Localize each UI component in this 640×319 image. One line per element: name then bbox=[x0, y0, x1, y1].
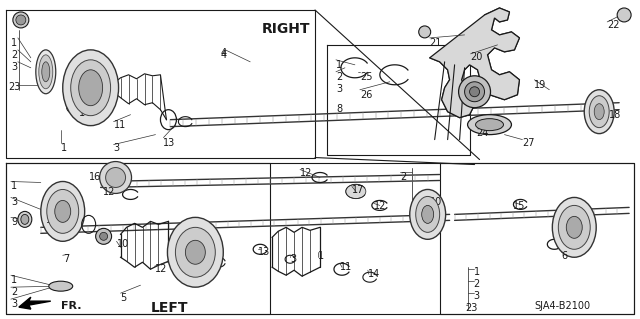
Text: 1: 1 bbox=[11, 182, 17, 191]
Ellipse shape bbox=[100, 232, 108, 240]
Text: 23: 23 bbox=[8, 82, 20, 92]
Text: RIGHT: RIGHT bbox=[262, 22, 310, 36]
Ellipse shape bbox=[106, 167, 125, 188]
Text: 14: 14 bbox=[368, 269, 380, 279]
Text: 11: 11 bbox=[113, 120, 126, 130]
Text: 4: 4 bbox=[220, 48, 227, 58]
Text: 22: 22 bbox=[607, 20, 620, 30]
Text: 13: 13 bbox=[258, 247, 271, 257]
Text: SJA4-B2100: SJA4-B2100 bbox=[534, 301, 591, 311]
Ellipse shape bbox=[422, 205, 434, 223]
Ellipse shape bbox=[39, 55, 52, 89]
Ellipse shape bbox=[175, 227, 215, 277]
Text: 5: 5 bbox=[120, 293, 127, 303]
Ellipse shape bbox=[468, 115, 511, 135]
Text: 10: 10 bbox=[429, 197, 442, 207]
Ellipse shape bbox=[459, 76, 490, 108]
Text: 1: 1 bbox=[11, 38, 17, 48]
Text: 3: 3 bbox=[11, 197, 17, 207]
Ellipse shape bbox=[168, 217, 223, 287]
Ellipse shape bbox=[566, 216, 582, 238]
Ellipse shape bbox=[594, 104, 604, 120]
Text: 3: 3 bbox=[474, 291, 480, 301]
Text: 8: 8 bbox=[336, 104, 342, 114]
Ellipse shape bbox=[419, 26, 431, 38]
Text: 1: 1 bbox=[11, 275, 17, 285]
Text: 2: 2 bbox=[11, 287, 17, 297]
Text: 3: 3 bbox=[113, 143, 120, 152]
Text: 3: 3 bbox=[11, 62, 17, 72]
Ellipse shape bbox=[100, 161, 132, 193]
Text: 12: 12 bbox=[374, 201, 386, 211]
Ellipse shape bbox=[36, 50, 56, 94]
Text: 25: 25 bbox=[360, 72, 372, 82]
Ellipse shape bbox=[13, 12, 29, 28]
Ellipse shape bbox=[95, 228, 111, 244]
Text: 1: 1 bbox=[474, 267, 480, 277]
Ellipse shape bbox=[617, 8, 631, 22]
Ellipse shape bbox=[21, 214, 29, 224]
Text: 2: 2 bbox=[474, 279, 480, 289]
Ellipse shape bbox=[70, 60, 111, 116]
Text: 12: 12 bbox=[300, 167, 312, 177]
Text: 1: 1 bbox=[336, 60, 342, 70]
Ellipse shape bbox=[47, 189, 79, 233]
Text: 1: 1 bbox=[318, 251, 324, 261]
Ellipse shape bbox=[410, 189, 445, 239]
Text: 2: 2 bbox=[400, 172, 406, 182]
Ellipse shape bbox=[63, 50, 118, 126]
Ellipse shape bbox=[42, 62, 50, 82]
Ellipse shape bbox=[552, 197, 596, 257]
Text: 4: 4 bbox=[220, 50, 227, 60]
Ellipse shape bbox=[79, 70, 102, 106]
Text: 15: 15 bbox=[513, 201, 526, 211]
Ellipse shape bbox=[18, 211, 32, 227]
Text: 7: 7 bbox=[63, 254, 69, 264]
Ellipse shape bbox=[476, 119, 504, 130]
Ellipse shape bbox=[584, 90, 614, 134]
Text: 12: 12 bbox=[102, 188, 115, 197]
Text: 21: 21 bbox=[429, 38, 442, 48]
Text: 2: 2 bbox=[11, 50, 17, 60]
Ellipse shape bbox=[558, 205, 590, 249]
Ellipse shape bbox=[589, 96, 609, 128]
Text: 23: 23 bbox=[465, 303, 478, 313]
Text: 6: 6 bbox=[561, 251, 568, 261]
Ellipse shape bbox=[41, 182, 84, 241]
Text: 2: 2 bbox=[68, 196, 75, 205]
Text: 9: 9 bbox=[11, 217, 17, 227]
Ellipse shape bbox=[346, 184, 366, 198]
Text: 24: 24 bbox=[477, 128, 489, 137]
Text: 13: 13 bbox=[163, 137, 176, 148]
Ellipse shape bbox=[49, 281, 73, 291]
Text: 18: 18 bbox=[609, 110, 621, 120]
Text: 16: 16 bbox=[89, 172, 101, 182]
Text: 19: 19 bbox=[534, 80, 547, 90]
Ellipse shape bbox=[16, 15, 26, 25]
Ellipse shape bbox=[465, 82, 484, 102]
Text: LEFT: LEFT bbox=[150, 301, 188, 315]
Text: 2: 2 bbox=[336, 72, 342, 82]
Text: 14: 14 bbox=[79, 108, 91, 118]
Text: 20: 20 bbox=[470, 52, 483, 62]
Ellipse shape bbox=[186, 240, 205, 264]
Text: 10: 10 bbox=[116, 239, 129, 249]
Polygon shape bbox=[19, 297, 51, 309]
Text: 3: 3 bbox=[11, 299, 17, 309]
Text: 27: 27 bbox=[522, 137, 535, 148]
Text: 3: 3 bbox=[336, 84, 342, 94]
Ellipse shape bbox=[55, 200, 70, 222]
Text: 11: 11 bbox=[340, 262, 352, 272]
Text: 26: 26 bbox=[360, 90, 372, 100]
Text: 1: 1 bbox=[61, 143, 67, 152]
Text: 12: 12 bbox=[154, 264, 167, 274]
Text: FR.: FR. bbox=[61, 301, 81, 311]
Polygon shape bbox=[429, 8, 520, 118]
Ellipse shape bbox=[470, 87, 479, 97]
Text: 3: 3 bbox=[290, 254, 296, 264]
Text: 17: 17 bbox=[352, 185, 364, 196]
Ellipse shape bbox=[416, 197, 440, 232]
Text: 15: 15 bbox=[46, 215, 58, 226]
